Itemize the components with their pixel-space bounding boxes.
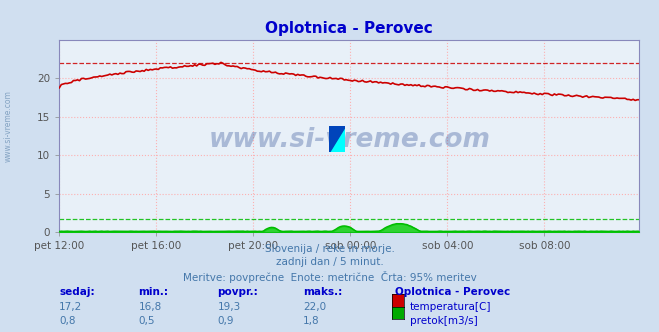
Text: 0,9: 0,9 [217, 316, 234, 326]
Text: www.si-vreme.com: www.si-vreme.com [4, 90, 13, 162]
Text: 19,3: 19,3 [217, 302, 241, 312]
Text: min.:: min.: [138, 287, 169, 297]
Text: 1,8: 1,8 [303, 316, 320, 326]
Text: www.si-vreme.com: www.si-vreme.com [208, 127, 490, 153]
Text: 0,8: 0,8 [59, 316, 76, 326]
Text: 0,5: 0,5 [138, 316, 155, 326]
Text: maks.:: maks.: [303, 287, 343, 297]
Text: 16,8: 16,8 [138, 302, 161, 312]
Text: sedaj:: sedaj: [59, 287, 95, 297]
Text: pretok[m3/s]: pretok[m3/s] [410, 316, 478, 326]
Text: 22,0: 22,0 [303, 302, 326, 312]
Text: temperatura[C]: temperatura[C] [410, 302, 492, 312]
Text: Meritve: povprečne  Enote: metrične  Črta: 95% meritev: Meritve: povprečne Enote: metrične Črta:… [183, 271, 476, 283]
Text: zadnji dan / 5 minut.: zadnji dan / 5 minut. [275, 257, 384, 267]
Text: povpr.:: povpr.: [217, 287, 258, 297]
Text: 17,2: 17,2 [59, 302, 82, 312]
Title: Oplotnica - Perovec: Oplotnica - Perovec [266, 21, 433, 36]
Text: Oplotnica - Perovec: Oplotnica - Perovec [395, 287, 511, 297]
Text: Slovenija / reke in morje.: Slovenija / reke in morje. [264, 244, 395, 254]
